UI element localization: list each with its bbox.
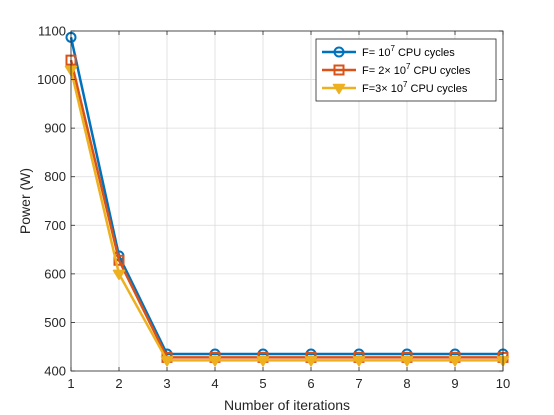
legend-marker (332, 83, 346, 95)
series-line (69, 59, 503, 359)
x-tick-label: 3 (163, 376, 170, 391)
series-3 (64, 65, 510, 367)
data-point (208, 356, 222, 367)
legend: F= 107 CPU cycles F= 2× 107 CPU cycles F=3… (315, 38, 497, 102)
x-tick-label: 10 (496, 376, 510, 391)
x-tick-label: 1 (67, 376, 74, 391)
ticks: 1 2 3 4 5 6 7 8 9 10 400 500 600 700 800 900 1000 1100 (37, 24, 510, 392)
legend-item: F= 2× 107 CPU cycles (322, 62, 471, 77)
data-point (448, 356, 462, 367)
y-tick-label: 600 (44, 266, 66, 281)
y-tick-label: 1000 (37, 72, 66, 87)
data-point (256, 356, 270, 367)
y-tick-label: 1100 (38, 24, 66, 39)
legend-label: F= 2× 107 CPU cycles (362, 62, 471, 77)
x-tick-label: 5 (259, 376, 266, 391)
plot-frame (70, 30, 504, 372)
legend-item: F= 107 CPU cycles (322, 44, 455, 59)
legend-label: F= 107 CPU cycles (362, 44, 455, 59)
series-line (69, 37, 503, 356)
y-tick-label: 700 (44, 218, 66, 233)
data-point (304, 356, 318, 367)
y-tick-label: 900 (44, 121, 66, 136)
legend-item: F=3× 107 CPU cycles (322, 80, 468, 95)
x-tick-label: 4 (211, 376, 218, 391)
data-point (113, 254, 125, 266)
data-point (400, 356, 414, 367)
y-tick-label: 400 (44, 364, 66, 379)
y-axis-label: Power (W) (17, 168, 33, 234)
legend-label: F=3× 107 CPU cycles (362, 80, 468, 95)
legend-marker (333, 64, 345, 76)
series-line (69, 69, 503, 362)
legend-marker (333, 46, 345, 58)
x-axis-label: Number of iterations (224, 397, 350, 413)
y-tick-label: 500 (44, 315, 66, 330)
x-tick-label: 7 (355, 376, 362, 391)
x-tick-label: 9 (451, 376, 458, 391)
data-point (352, 356, 366, 367)
data-point (112, 269, 126, 281)
x-tick-label: 8 (403, 376, 410, 391)
x-tick-label: 2 (115, 376, 122, 391)
data-point (160, 356, 174, 367)
x-tick-label: 6 (307, 376, 314, 391)
y-tick-label: 800 (44, 169, 66, 184)
